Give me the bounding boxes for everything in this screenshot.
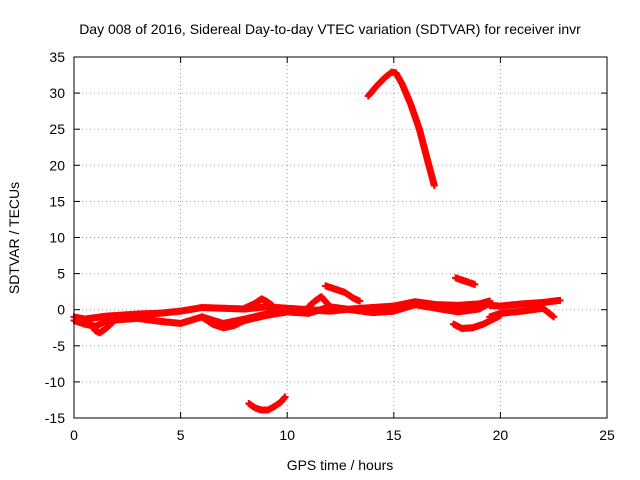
series-late-band-lower — [486, 304, 558, 321]
chart-title: Day 008 of 2016, Sidereal Day-to-day VTE… — [79, 21, 581, 37]
y-tick-label: -10 — [45, 374, 65, 390]
y-tick-label: 20 — [49, 157, 65, 173]
series-dip-near-1h — [87, 319, 116, 337]
y-tick-label: 30 — [49, 85, 65, 101]
data-point — [356, 297, 364, 305]
y-tick-label: 5 — [57, 266, 65, 282]
series-arc-8-2-9-8h — [245, 393, 289, 414]
x-tick-label: 20 — [493, 427, 509, 443]
data-point — [108, 319, 116, 327]
series-dip-near-7h — [198, 308, 291, 332]
x-tick-label: 5 — [177, 427, 185, 443]
y-tick-label: 10 — [49, 230, 65, 246]
series-main-band-lower — [70, 299, 494, 330]
series-bump-near-11-5h — [305, 293, 332, 311]
data-point — [556, 296, 564, 304]
y-axis-title: SDTVAR / TECUs — [6, 182, 22, 294]
data-points — [70, 68, 564, 414]
data-point — [430, 182, 438, 190]
series-bump-near-8-5h — [241, 295, 276, 312]
data-point — [550, 313, 558, 321]
y-tick-label: -15 — [45, 410, 65, 426]
data-point — [283, 308, 291, 316]
y-tick-label: 25 — [49, 121, 65, 137]
x-tick-label: 10 — [279, 427, 295, 443]
data-point — [281, 393, 289, 401]
series-arc-13-8-17h — [364, 68, 438, 190]
series-arc-17-9-18-8h — [452, 274, 479, 288]
y-tick-label: 0 — [57, 302, 65, 318]
x-tick-label: 0 — [70, 427, 78, 443]
data-point — [268, 301, 276, 309]
data-point — [496, 311, 504, 319]
x-axis-title: GPS time / hours — [287, 457, 394, 473]
plot-frame — [73, 56, 608, 419]
x-tick-label: 25 — [599, 427, 615, 443]
tick-labels: 0 5 10 15 20 25 -15 -10 -5 0 5 10 15 20 25 30 35 — [45, 49, 615, 443]
y-tick-label: 15 — [49, 193, 65, 209]
x-tick-label: 15 — [386, 427, 402, 443]
series-arc-11-8-13-5h — [322, 282, 364, 305]
data-point — [471, 280, 479, 288]
y-tick-label: 35 — [49, 49, 65, 65]
series-late-band — [486, 296, 564, 310]
y-tick-label: -5 — [53, 338, 66, 354]
data-point — [324, 300, 332, 308]
series-arc-17-8-20h — [449, 311, 504, 332]
